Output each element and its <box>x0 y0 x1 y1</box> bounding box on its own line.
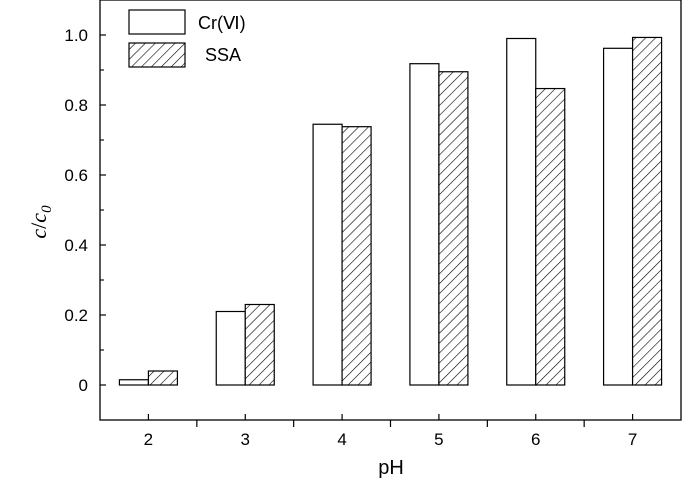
bar-ssa-ph-5 <box>438 71 469 386</box>
y-axis-title: c/c0 <box>26 205 55 239</box>
bar-ssa-ph-4 <box>341 126 372 386</box>
bars-group <box>118 36 663 386</box>
bar-ssa-ph-3 <box>244 303 275 386</box>
x-tick-label-2: 2 <box>144 430 153 449</box>
y-tick-label-0.6: 0.6 <box>64 166 88 185</box>
y-tick-label-0: 0 <box>79 376 88 395</box>
y-tick-label-0.8: 0.8 <box>64 96 88 115</box>
legend-label-ssa: SSA <box>205 45 241 65</box>
bar-cr6-ph-7 <box>602 47 634 386</box>
x-tick-label-4: 4 <box>337 430 346 449</box>
y-tick-label-1.0: 1.0 <box>64 26 88 45</box>
legend-label-cr6: Cr(Ⅵ) <box>198 13 246 33</box>
y-tick-label-0.4: 0.4 <box>64 236 88 255</box>
bar-ssa-ph-7 <box>631 36 663 386</box>
x-axis-title: pH <box>378 457 404 479</box>
plot-frame <box>99 0 682 421</box>
x-tick-label-7: 7 <box>628 430 637 449</box>
x-tick-label-6: 6 <box>531 430 540 449</box>
bar-cr6-ph-4 <box>312 123 343 386</box>
x-tick-label-3: 3 <box>241 430 250 449</box>
bar-ssa-ph-2 <box>147 370 179 386</box>
legend: Cr(Ⅵ) SSA <box>128 9 246 68</box>
bar-cr6-ph-2 <box>118 379 150 386</box>
y-tick-label-0.2: 0.2 <box>64 306 88 325</box>
bar-cr6-ph-6 <box>506 37 537 386</box>
bar-cr6-ph-5 <box>409 63 440 386</box>
legend-swatch-hollow <box>128 9 186 35</box>
legend-swatch-hatched <box>128 42 186 68</box>
bar-ssa-ph-6 <box>535 87 566 386</box>
plot-area <box>99 0 682 421</box>
x-tick-label-5: 5 <box>434 430 443 449</box>
bar-cr6-ph-3 <box>215 310 246 386</box>
y-ticks: 0 0.2 0.4 0.6 0.8 1.0 <box>64 26 106 395</box>
x-ticks: 2 3 4 5 6 7 <box>144 414 637 449</box>
